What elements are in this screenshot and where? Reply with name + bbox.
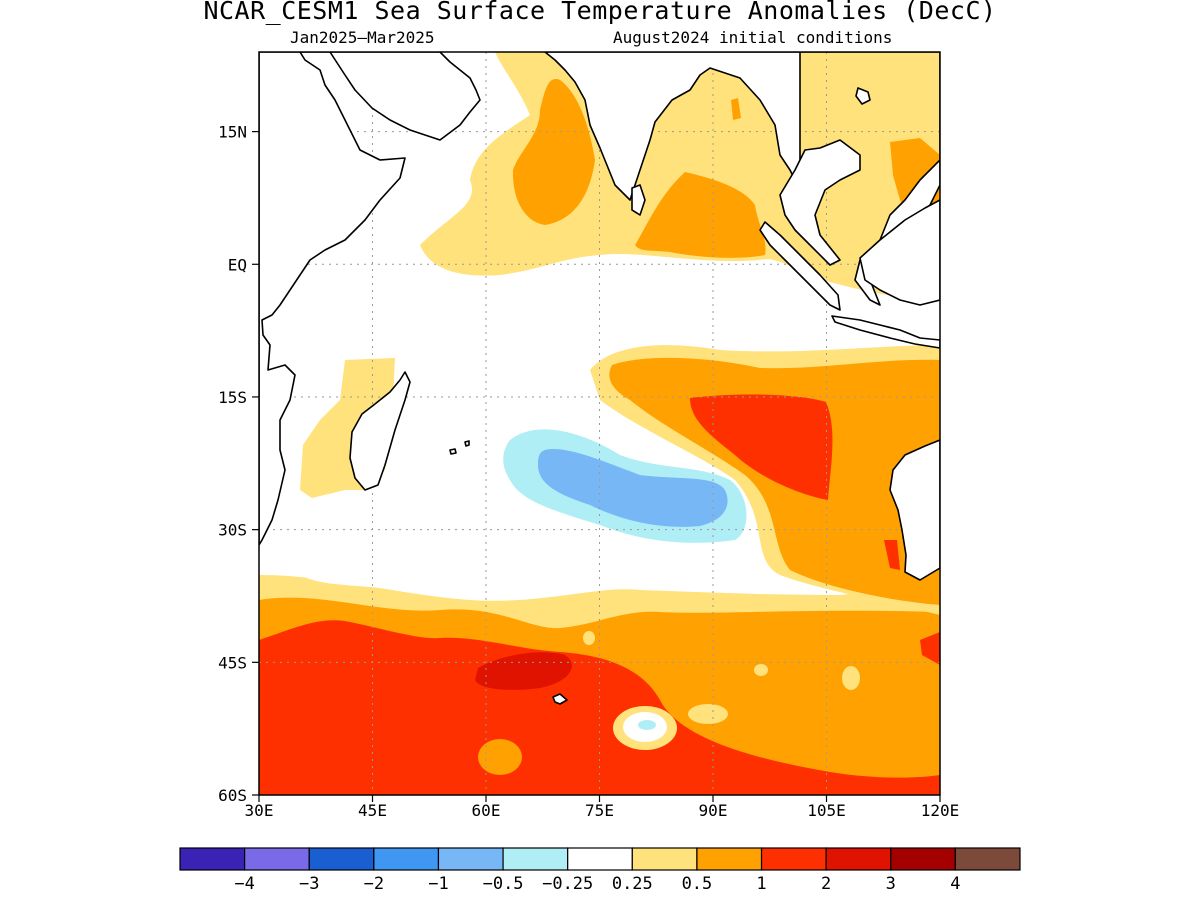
colorbar: −4 −3 −2 −1 −0.5 −0.25 0.25 0.5 1 2 3 4 (179, 847, 1021, 894)
colorbar-label: 4 (950, 874, 960, 894)
y-tick-label: 15S (218, 388, 247, 407)
y-tick-label: 15N (218, 123, 247, 142)
y-tick-label: 30S (218, 521, 247, 540)
colorbar-label: 0.5 (682, 874, 713, 894)
y-tick-label: EQ (228, 255, 247, 274)
colorbar-swatch (179, 847, 246, 871)
colorbar-swatch (825, 847, 892, 871)
map-title: NCAR_CESM1 Sea Surface Temperature Anoma… (203, 0, 997, 25)
anomaly-band-0.25-0.5-patch (688, 704, 728, 724)
x-tick-label: 60E (472, 801, 501, 820)
java-coastline (831, 315, 940, 349)
anomaly-band-0.25-0.5-patch (583, 631, 595, 645)
colorbar-swatch (954, 847, 1021, 871)
colorbar-swatch (567, 847, 633, 871)
x-tick-label: 120E (921, 801, 960, 820)
colorbar-label: −0.25 (542, 874, 593, 894)
colorbar-label: −0.5 (483, 874, 524, 894)
anomaly-band-1-2 (259, 620, 940, 795)
x-tick-label: 45E (358, 801, 387, 820)
colorbar-swatch (502, 847, 569, 871)
anomaly-band-2-3 (475, 652, 572, 690)
anomaly-band-0.5-1 (512, 79, 595, 226)
longitude-axis: 30E 45E 60E 75E 90E 105E 120E (245, 795, 960, 820)
anomaly-band-1-2-patch (884, 540, 900, 570)
australia-coastline (889, 439, 940, 581)
anomaly-band-1-2 (690, 394, 833, 500)
forecast-period: Jan2025–Mar2025 (290, 28, 435, 47)
colorbar-swatch (696, 847, 763, 871)
colorbar-label: −1 (428, 874, 448, 894)
anomaly-band-neg1-neg0.5 (538, 449, 728, 527)
hainan-coastline (855, 87, 871, 105)
kerguelen-coastline (552, 693, 568, 705)
colorbar-label: −4 (234, 874, 254, 894)
x-tick-label: 90E (699, 801, 728, 820)
anomaly-band-0.5-1 (635, 172, 766, 258)
y-tick-label: 60S (218, 786, 247, 805)
colorbar-label: 1 (756, 874, 766, 894)
colorbar-label: 3 (886, 874, 896, 894)
sumatra-coastline (759, 221, 841, 311)
anomaly-band-cool-patch (638, 720, 656, 730)
colorbar-label: 0.25 (612, 874, 653, 894)
madagascar-coastline (349, 371, 411, 491)
africa-coastline (259, 52, 406, 546)
colorbar-label: −2 (364, 874, 384, 894)
colorbar-label: −3 (299, 874, 319, 894)
colorbar-swatch (437, 847, 504, 871)
reunion-coastline (449, 448, 457, 455)
colorbar-swatch (760, 847, 827, 871)
x-tick-label: 105E (807, 801, 846, 820)
anomaly-band-0.25-0.5-patch (842, 666, 860, 690)
colorbar-swatch (890, 847, 956, 871)
anomaly-band-0.5-1-patch (731, 98, 741, 120)
x-tick-label: 30E (245, 801, 274, 820)
anomaly-band-neutral (283, 499, 560, 589)
colorbar-swatch (244, 847, 310, 871)
initial-conditions: August2024 initial conditions (613, 28, 893, 47)
colorbar-label: 2 (821, 874, 831, 894)
coastlines (259, 52, 940, 705)
india-coastline (544, 52, 801, 201)
mauritius-coastline (464, 440, 470, 447)
anomaly-band-0.5-1-patch (478, 739, 522, 775)
colorbar-swatch (373, 847, 440, 871)
y-tick-label: 45S (218, 653, 247, 672)
colorbar-swatch (308, 847, 375, 871)
x-tick-label: 75E (585, 801, 614, 820)
anomaly-band-0.25-0.5-patch (754, 664, 768, 676)
sri-lanka-coastline (631, 184, 646, 216)
borneo-coastline (859, 199, 940, 306)
latitude-axis: 15N EQ 15S 30S 45S 60S (218, 123, 259, 805)
anomaly-band-1-2-patch (920, 632, 940, 665)
colorbar-swatch (631, 847, 698, 871)
arabia-coastline (299, 52, 481, 141)
